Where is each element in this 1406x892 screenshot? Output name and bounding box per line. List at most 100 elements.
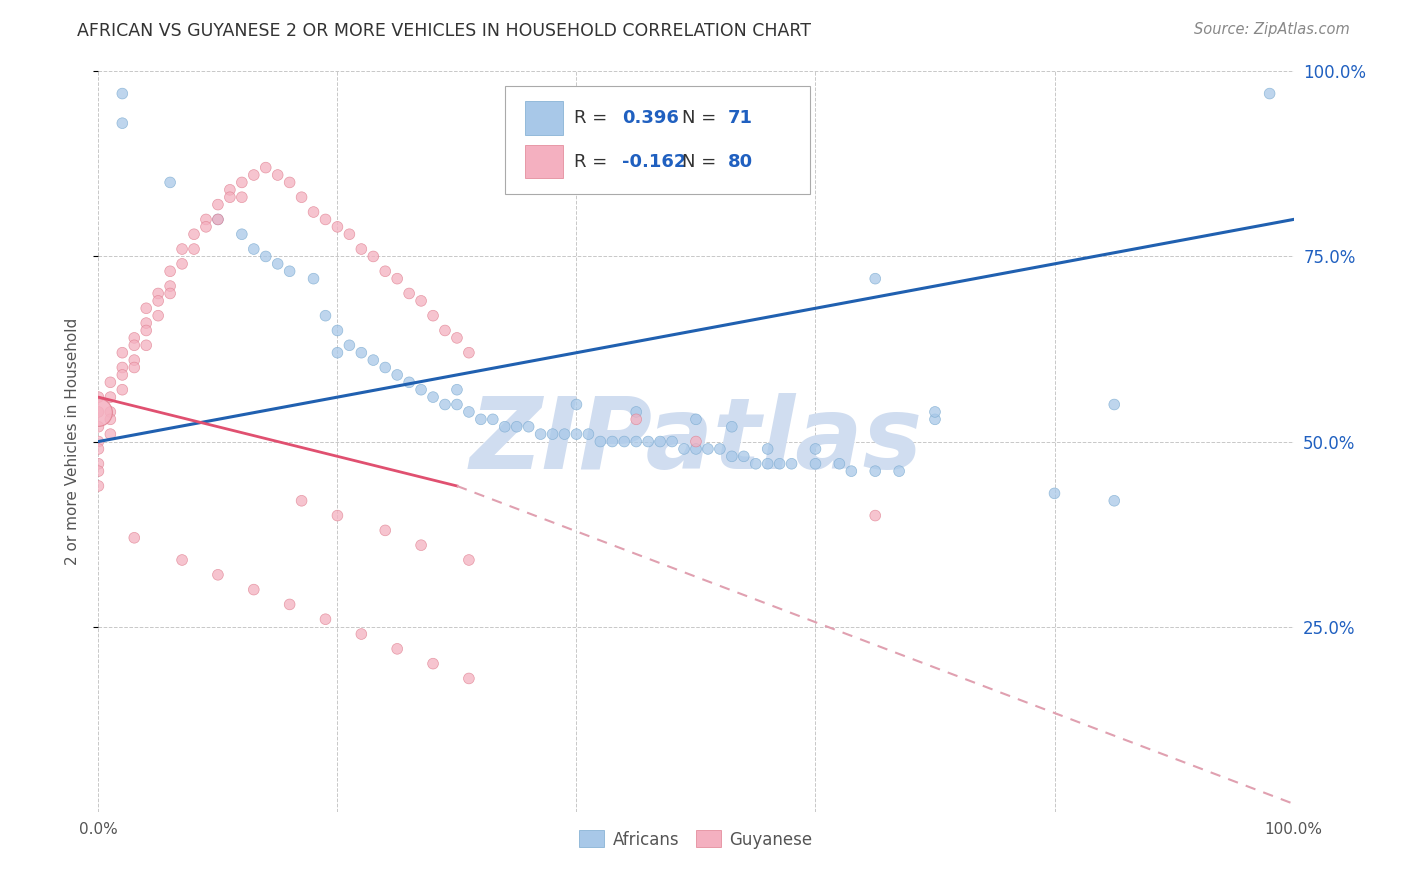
Point bbox=[159, 286, 181, 301]
Point bbox=[98, 427, 122, 442]
Point bbox=[602, 434, 624, 449]
Point bbox=[195, 212, 218, 227]
Point bbox=[374, 360, 396, 375]
FancyBboxPatch shape bbox=[505, 87, 810, 194]
Point bbox=[494, 419, 516, 434]
Point bbox=[554, 427, 576, 442]
Point bbox=[183, 227, 205, 242]
Point bbox=[267, 168, 290, 182]
Point bbox=[87, 479, 110, 493]
Point bbox=[111, 345, 134, 359]
Point bbox=[124, 531, 146, 545]
Point bbox=[613, 434, 636, 449]
Point bbox=[267, 257, 290, 271]
Point bbox=[159, 264, 181, 278]
Point bbox=[172, 242, 194, 256]
Point bbox=[350, 345, 373, 359]
Point bbox=[865, 508, 887, 523]
Point bbox=[87, 457, 110, 471]
Point bbox=[111, 87, 134, 101]
Point bbox=[254, 250, 277, 264]
Point bbox=[111, 360, 134, 375]
Text: -0.162: -0.162 bbox=[621, 153, 686, 170]
Point bbox=[339, 338, 361, 352]
Point bbox=[98, 376, 122, 390]
Point bbox=[98, 412, 122, 426]
Point bbox=[195, 219, 218, 234]
Point bbox=[87, 390, 110, 404]
Point bbox=[1104, 398, 1126, 412]
Point bbox=[565, 398, 588, 412]
Point bbox=[124, 338, 146, 352]
Point bbox=[385, 641, 409, 656]
Point bbox=[506, 419, 529, 434]
Point bbox=[648, 434, 672, 449]
Point bbox=[302, 271, 325, 285]
Point bbox=[626, 412, 648, 426]
Point bbox=[385, 368, 409, 382]
Point bbox=[350, 627, 373, 641]
Point bbox=[291, 493, 314, 508]
Point bbox=[374, 264, 396, 278]
Text: 0.396: 0.396 bbox=[621, 109, 679, 127]
Text: Source: ZipAtlas.com: Source: ZipAtlas.com bbox=[1194, 22, 1350, 37]
Point bbox=[124, 360, 146, 375]
Point bbox=[889, 464, 911, 478]
Point bbox=[458, 345, 481, 359]
Point bbox=[172, 553, 194, 567]
Point bbox=[135, 316, 157, 330]
Point bbox=[541, 427, 564, 442]
Point bbox=[481, 412, 505, 426]
Point bbox=[148, 293, 170, 308]
Point bbox=[219, 183, 242, 197]
Point bbox=[398, 286, 420, 301]
Point bbox=[745, 457, 768, 471]
Point bbox=[804, 442, 827, 456]
Point bbox=[278, 175, 301, 190]
Point bbox=[1043, 486, 1066, 500]
Point bbox=[135, 301, 157, 316]
Point bbox=[446, 331, 468, 345]
Point bbox=[207, 212, 229, 227]
Point bbox=[1258, 87, 1281, 101]
Point bbox=[363, 250, 385, 264]
FancyBboxPatch shape bbox=[524, 145, 564, 178]
Point bbox=[458, 405, 481, 419]
Point bbox=[278, 264, 301, 278]
Point bbox=[685, 412, 707, 426]
Text: R =: R = bbox=[574, 109, 613, 127]
Point bbox=[721, 419, 744, 434]
Point bbox=[721, 450, 744, 464]
Point bbox=[685, 434, 707, 449]
Point bbox=[326, 345, 349, 359]
Point bbox=[302, 205, 325, 219]
Point bbox=[207, 567, 229, 582]
Text: N =: N = bbox=[682, 153, 721, 170]
Point bbox=[291, 190, 314, 204]
Point bbox=[446, 398, 468, 412]
Point bbox=[231, 175, 253, 190]
Point bbox=[183, 242, 205, 256]
Point bbox=[768, 457, 790, 471]
Point bbox=[709, 442, 731, 456]
Point bbox=[780, 457, 803, 471]
Point bbox=[254, 161, 277, 175]
Point bbox=[111, 368, 134, 382]
Point bbox=[172, 257, 194, 271]
Point bbox=[87, 405, 110, 419]
Point bbox=[219, 190, 242, 204]
Point bbox=[398, 376, 420, 390]
Point bbox=[385, 271, 409, 285]
Text: 80: 80 bbox=[728, 153, 754, 170]
Point bbox=[756, 442, 779, 456]
Point bbox=[326, 324, 349, 338]
Point bbox=[1104, 493, 1126, 508]
Point bbox=[87, 464, 110, 478]
Point bbox=[374, 524, 396, 538]
Point bbox=[697, 442, 720, 456]
Point bbox=[135, 338, 157, 352]
Text: AFRICAN VS GUYANESE 2 OR MORE VEHICLES IN HOUSEHOLD CORRELATION CHART: AFRICAN VS GUYANESE 2 OR MORE VEHICLES I… bbox=[77, 22, 811, 40]
Point bbox=[865, 271, 887, 285]
Point bbox=[98, 390, 122, 404]
Point bbox=[411, 293, 433, 308]
